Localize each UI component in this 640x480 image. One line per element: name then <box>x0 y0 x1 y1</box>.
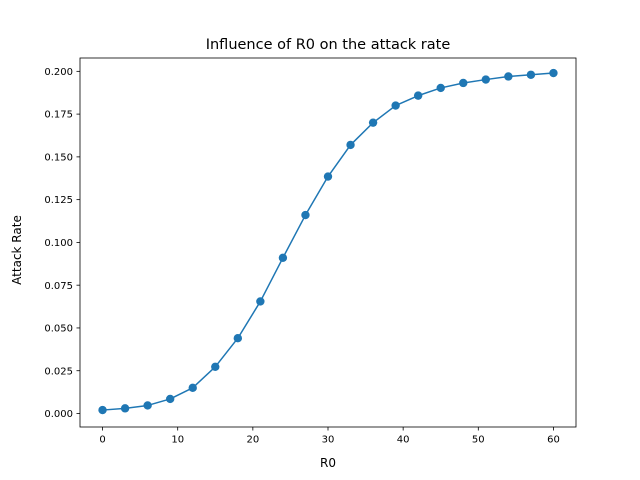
data-point <box>459 78 468 88</box>
y-tick-label: 0.025 <box>44 366 73 377</box>
y-tick-label: 0.150 <box>44 152 73 163</box>
x-tick-label: 0 <box>99 435 105 446</box>
data-point <box>323 172 333 181</box>
data-point <box>188 383 197 393</box>
data-point <box>278 253 288 263</box>
data-point <box>120 404 130 413</box>
x-tick-label: 30 <box>322 435 335 446</box>
x-tick-label: 40 <box>397 435 410 446</box>
data-point <box>165 394 175 404</box>
data-point <box>233 334 243 343</box>
x-tick-label: 50 <box>472 435 485 446</box>
data-point <box>391 101 400 110</box>
data-point <box>526 70 536 79</box>
data-point <box>301 210 310 220</box>
data-point <box>346 140 355 150</box>
axes: 0 10 20 30 40 50 60 0.000 0.025 0.050 0.075 0.100 0.… <box>44 57 577 446</box>
x-tick-label: 20 <box>246 435 259 446</box>
data-point <box>368 118 378 127</box>
data-point <box>481 75 491 84</box>
x-tick-label: 10 <box>171 435 184 446</box>
y-tick-label: 0.050 <box>44 324 73 335</box>
data-point <box>211 362 220 371</box>
chart-title: Influence of R0 on the attack rate <box>206 37 451 53</box>
data-point <box>413 91 423 100</box>
x-tick-label: 60 <box>547 435 560 446</box>
data-point <box>256 297 265 306</box>
data-point <box>504 72 513 81</box>
y-tick-label: 0.175 <box>44 110 73 121</box>
plot-area <box>98 68 558 415</box>
y-axis-label: Attack Rate <box>10 215 24 285</box>
y-tick-label: 0.200 <box>44 67 73 78</box>
y-tick-label: 0.125 <box>44 195 73 206</box>
data-point <box>549 68 558 78</box>
data-point <box>98 405 107 415</box>
y-tick-label: 0.075 <box>44 281 73 292</box>
y-tick-label: 0.000 <box>44 409 73 420</box>
data-point <box>436 83 445 93</box>
y-tick-label: 0.100 <box>44 238 73 249</box>
data-point <box>143 401 152 410</box>
x-axis-label: R0 <box>320 456 336 470</box>
